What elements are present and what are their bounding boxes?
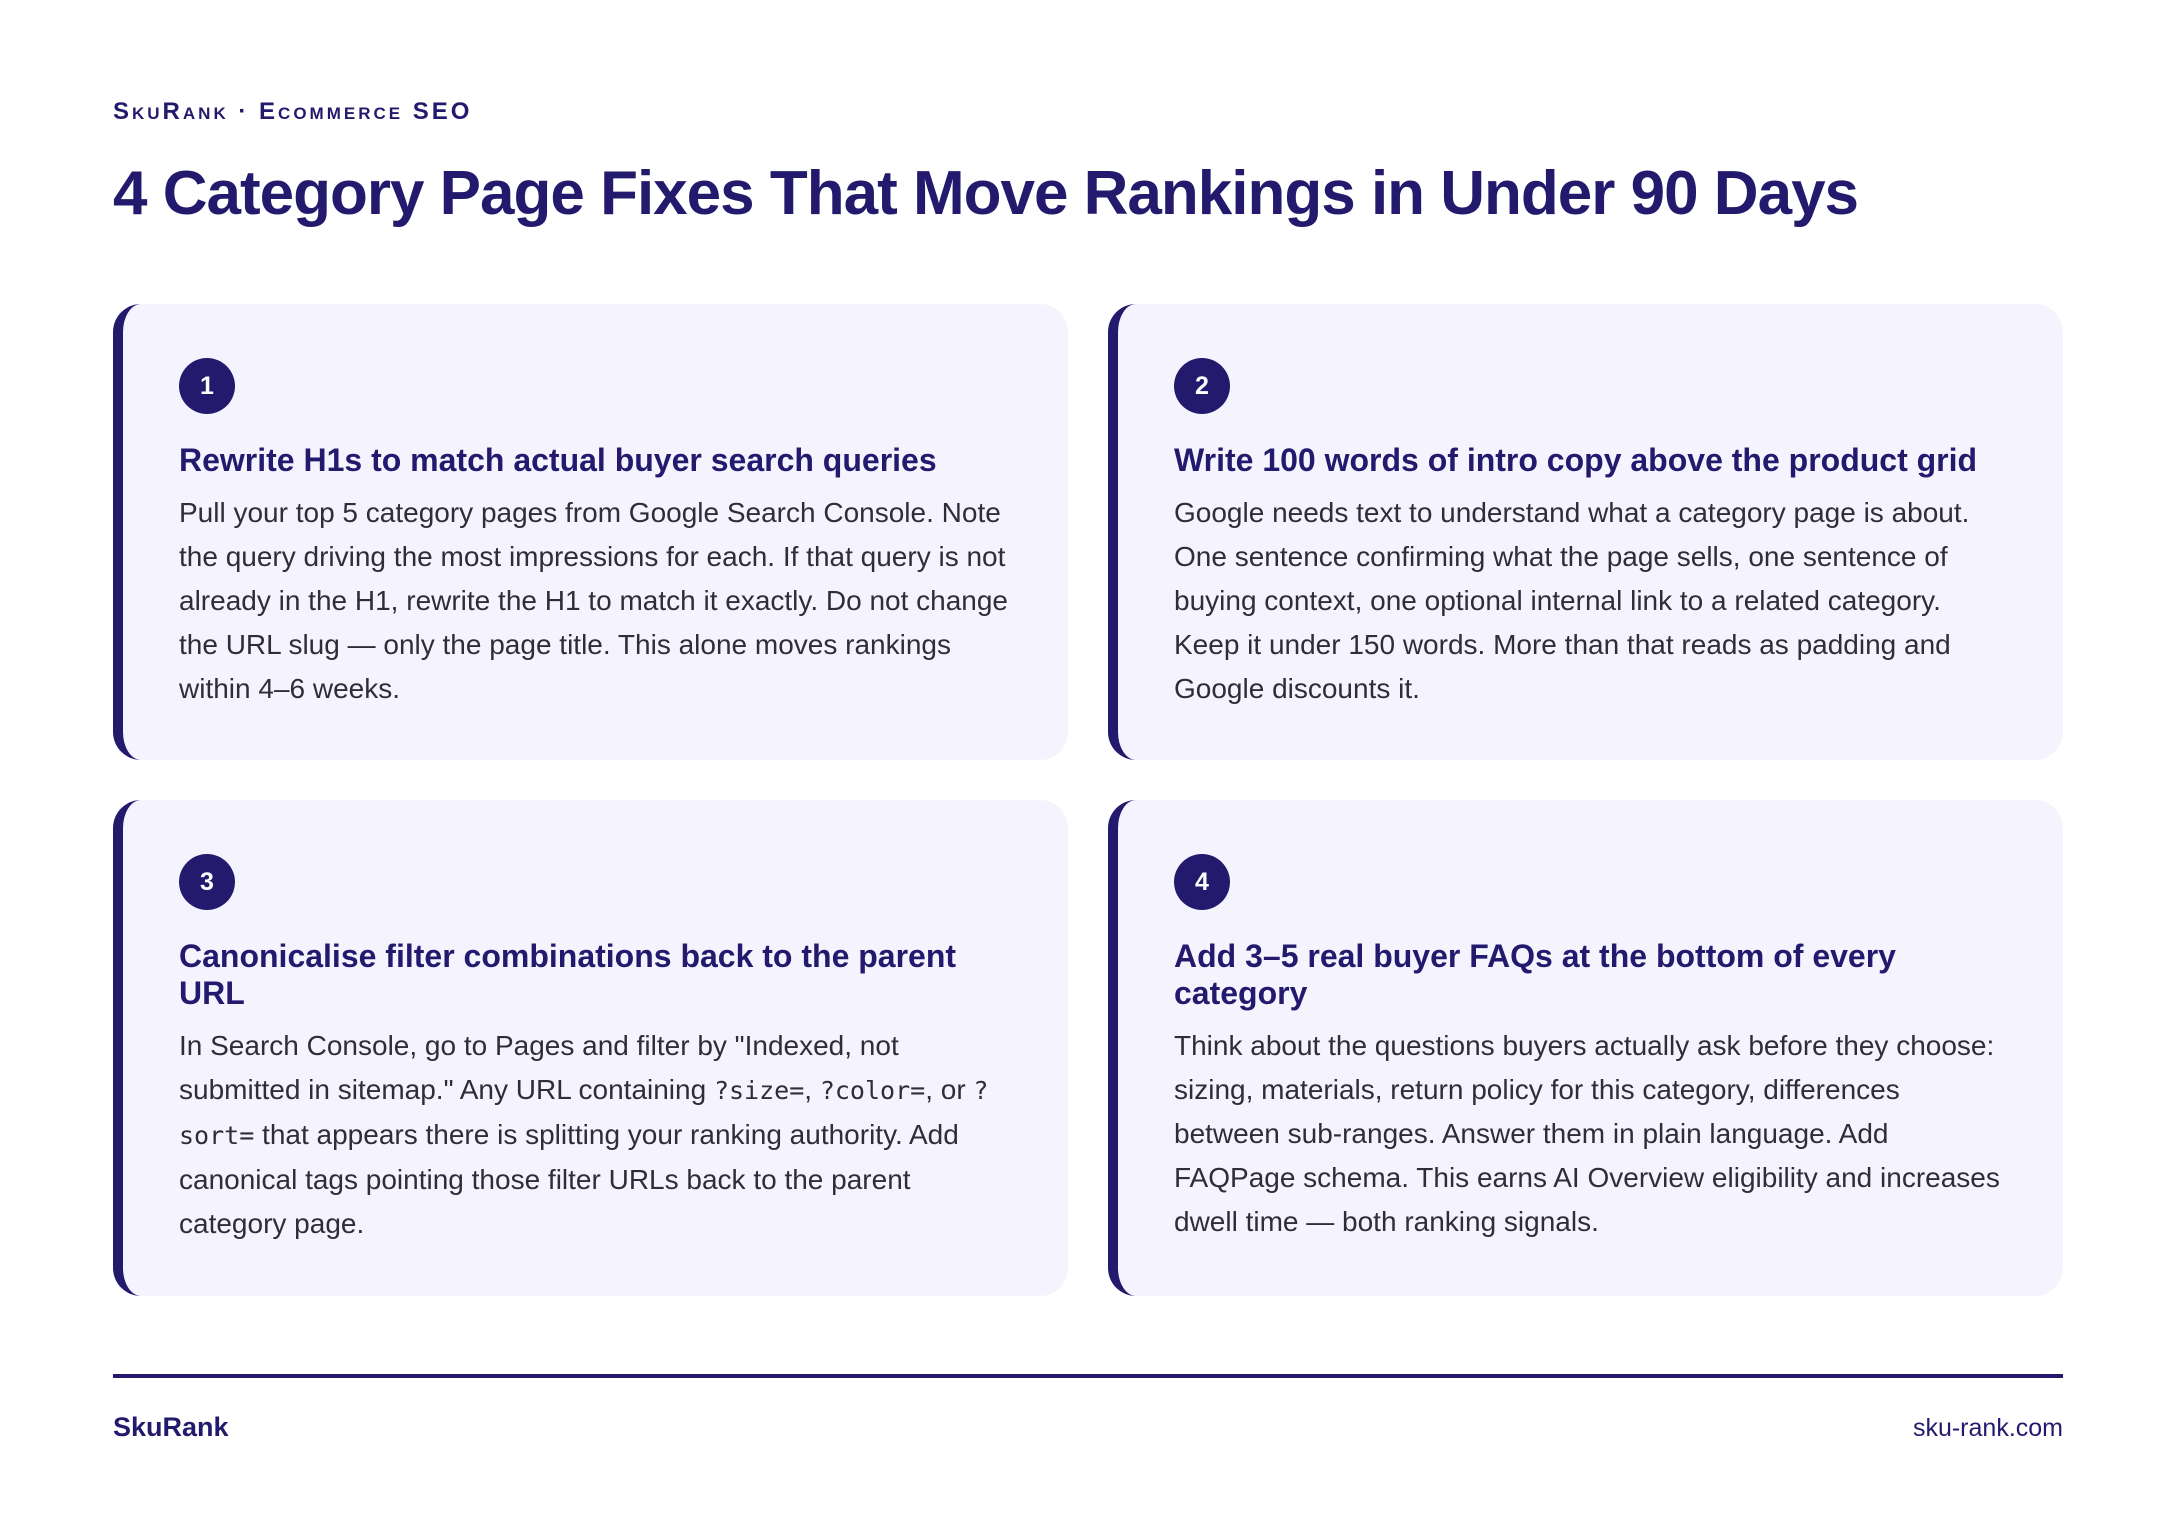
page-title: 4 Category Page Fixes That Move Rankings… <box>113 159 1859 228</box>
code-snippet: ?size= <box>713 1076 805 1105</box>
step-number-badge: 2 <box>1174 358 1230 414</box>
card-body: Google needs text to understand what a c… <box>1174 497 1970 704</box>
card-title: Add 3–5 real buyer FAQs at the bottom of… <box>1174 938 1896 1011</box>
card-title: Write 100 words of intro copy above the … <box>1174 442 1978 478</box>
card-title: Rewrite H1s to match actual buyer search… <box>179 442 937 478</box>
fix-card-1: 1 Rewrite H1s to match actual buyer sear… <box>113 304 1068 760</box>
body-text: that appears there is splitting your ran… <box>179 1119 959 1239</box>
card-body: Pull your top 5 category pages from Goog… <box>179 497 1009 704</box>
body-text: In Search Console, go to Pages and filte… <box>179 1030 899 1105</box>
footer-website-link[interactable]: sku-rank.com <box>1912 1414 2063 1442</box>
fix-cards-grid: 1 Rewrite H1s to match actual buyer sear… <box>113 304 2063 1296</box>
code-snippet: ?color= <box>819 1076 926 1105</box>
body-text: , <box>804 1074 820 1105</box>
card-title: Canonicalise filter combinations back to… <box>179 938 957 1011</box>
step-number-badge: 3 <box>179 854 235 910</box>
fix-card-2: 2 Write 100 words of intro copy above th… <box>1108 304 2063 760</box>
eyebrow: SkuRank · Ecommerce SEO <box>113 98 473 125</box>
step-number-badge: 1 <box>179 358 235 414</box>
page: SkuRank · Ecommerce SEO 4 Category Page … <box>113 0 2063 1538</box>
card-body: In Search Console, go to Pages and filte… <box>179 1024 1012 1246</box>
step-number-badge: 4 <box>1174 854 1230 910</box>
footer-divider <box>113 1374 2063 1378</box>
fix-card-3: 3 Canonicalise filter combinations back … <box>113 800 1068 1296</box>
fix-card-4: 4 Add 3–5 real buyer FAQs at the bottom … <box>1108 800 2063 1296</box>
card-body: Think about the questions buyers actuall… <box>1174 1030 2000 1237</box>
footer-brand: SkuRank <box>113 1412 229 1442</box>
body-text: , or <box>925 1074 974 1105</box>
code-snippet: ?sort= <box>179 1076 989 1150</box>
